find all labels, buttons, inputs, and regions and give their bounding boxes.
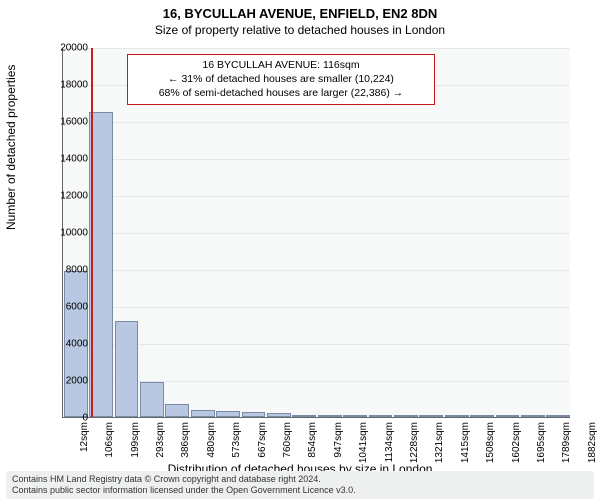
histogram-bar bbox=[369, 415, 393, 417]
gridline bbox=[63, 307, 570, 308]
x-tick-label: 1789sqm bbox=[561, 422, 572, 463]
x-tick-label: 760sqm bbox=[282, 422, 293, 458]
chart-header: 16, BYCULLAH AVENUE, ENFIELD, EN2 8DN Si… bbox=[0, 0, 600, 37]
annotation-line1: 16 BYCULLAH AVENUE: 116sqm bbox=[134, 58, 428, 72]
x-tick-label: 1228sqm bbox=[409, 422, 420, 463]
histogram-bar bbox=[216, 411, 240, 417]
histogram-bar bbox=[165, 404, 189, 417]
x-tick-label: 573sqm bbox=[231, 422, 242, 458]
histogram-bar bbox=[140, 382, 164, 417]
plot-area: 16 BYCULLAH AVENUE: 116sqm ← 31% of deta… bbox=[62, 48, 570, 418]
x-tick-label: 1508sqm bbox=[485, 422, 496, 463]
x-tick-label: 1882sqm bbox=[587, 422, 598, 463]
histogram-bar bbox=[242, 412, 266, 417]
x-tick-label: 293sqm bbox=[155, 422, 166, 458]
x-tick-label: 480sqm bbox=[206, 422, 217, 458]
y-tick-label: 6000 bbox=[48, 302, 88, 313]
x-tick-label: 667sqm bbox=[257, 422, 268, 458]
histogram-bar bbox=[267, 413, 291, 417]
x-tick-label: 386sqm bbox=[180, 422, 191, 458]
y-axis-title: Number of detached properties bbox=[4, 65, 18, 230]
y-tick-label: 18000 bbox=[48, 80, 88, 91]
y-tick-label: 12000 bbox=[48, 191, 88, 202]
x-tick-label: 1041sqm bbox=[358, 422, 369, 463]
y-tick-label: 2000 bbox=[48, 376, 88, 387]
x-tick-label: 1321sqm bbox=[434, 422, 445, 463]
gridline bbox=[63, 122, 570, 123]
histogram-bar bbox=[546, 415, 570, 417]
annotation-line2: ← 31% of detached houses are smaller (10… bbox=[134, 72, 428, 86]
x-tick-label: 947sqm bbox=[333, 422, 344, 458]
chart-container: 16 BYCULLAH AVENUE: 116sqm ← 31% of deta… bbox=[62, 48, 570, 418]
histogram-bar bbox=[343, 415, 367, 417]
histogram-bar bbox=[419, 415, 443, 417]
gridline bbox=[63, 196, 570, 197]
y-tick-label: 16000 bbox=[48, 117, 88, 128]
footer-line1: Contains HM Land Registry data © Crown c… bbox=[12, 474, 588, 485]
gridline bbox=[63, 270, 570, 271]
x-tick-label: 1602sqm bbox=[511, 422, 522, 463]
y-tick-label: 20000 bbox=[48, 43, 88, 54]
main-title: 16, BYCULLAH AVENUE, ENFIELD, EN2 8DN bbox=[0, 6, 600, 21]
histogram-bar bbox=[521, 415, 545, 417]
y-tick-label: 14000 bbox=[48, 154, 88, 165]
x-tick-label: 1134sqm bbox=[384, 422, 395, 462]
annotation-box: 16 BYCULLAH AVENUE: 116sqm ← 31% of deta… bbox=[127, 54, 435, 105]
x-tick-label: 106sqm bbox=[104, 422, 115, 458]
histogram-bar bbox=[445, 415, 469, 417]
histogram-bar bbox=[115, 321, 139, 417]
histogram-bar bbox=[318, 415, 342, 417]
property-marker-line bbox=[91, 48, 93, 417]
gridline bbox=[63, 48, 570, 49]
x-tick-label: 1695sqm bbox=[536, 422, 547, 463]
x-tick-label: 1415sqm bbox=[460, 422, 471, 463]
y-tick-label: 4000 bbox=[48, 339, 88, 350]
sub-title: Size of property relative to detached ho… bbox=[0, 23, 600, 37]
annotation-line3: 68% of semi-detached houses are larger (… bbox=[134, 86, 428, 100]
x-tick-label: 199sqm bbox=[130, 422, 141, 458]
histogram-bar bbox=[496, 415, 520, 417]
histogram-bar bbox=[470, 415, 494, 417]
histogram-bar bbox=[394, 415, 418, 417]
y-tick-label: 10000 bbox=[48, 228, 88, 239]
gridline bbox=[63, 159, 570, 160]
x-tick-label: 854sqm bbox=[307, 422, 318, 458]
x-tick-label: 12sqm bbox=[79, 422, 90, 452]
gridline bbox=[63, 233, 570, 234]
y-tick-label: 8000 bbox=[48, 265, 88, 276]
histogram-bar bbox=[191, 410, 215, 417]
histogram-bar bbox=[292, 415, 316, 417]
gridline bbox=[63, 344, 570, 345]
footer-line2: Contains public sector information licen… bbox=[12, 485, 588, 496]
footer: Contains HM Land Registry data © Crown c… bbox=[6, 471, 594, 500]
